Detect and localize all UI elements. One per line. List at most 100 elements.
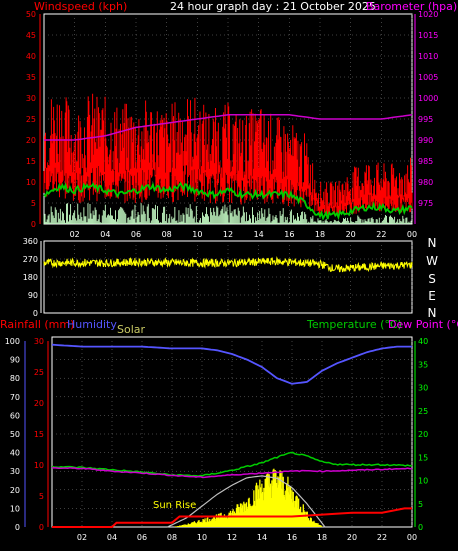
y-tick-label: 15 (34, 430, 44, 439)
wind-direction-trace (43, 256, 413, 273)
y-tick-label: 25 (418, 407, 428, 416)
y-tick-label: 10 (26, 178, 36, 187)
y-tick-label: 20 (418, 430, 428, 439)
y-tick-label: 0 (15, 523, 20, 532)
x-tick-label: 00 (407, 533, 417, 542)
x-tick-label: 08 (167, 533, 177, 542)
direction-panel-grid (44, 241, 413, 313)
y-tick-label: 30 (26, 94, 36, 103)
y-tick-label: 1000 (418, 94, 438, 103)
y-tick-label: 10 (34, 461, 44, 470)
y-tick-label: 30 (10, 467, 20, 476)
y-tick-label: 1005 (418, 73, 438, 82)
y-tick-label: 35 (418, 360, 428, 369)
y-tick-label: 45 (26, 31, 36, 40)
y-tick-label: 995 (418, 115, 433, 124)
y-tick-label: 10 (418, 477, 428, 486)
y-tick-label: 30 (34, 337, 44, 346)
x-tick-label: 02 (77, 533, 87, 542)
gust-line (43, 93, 413, 217)
y-tick-label: 360 (23, 237, 38, 246)
x-tick-label: 00 (407, 230, 417, 239)
y-tick-label: 100 (5, 337, 20, 346)
x-tick-label: 16 (284, 230, 294, 239)
y-tick-label: 80 (10, 374, 20, 383)
y-tick-label: 0 (418, 523, 423, 532)
y-tick-label: 1015 (418, 31, 438, 40)
y-tick-label: 35 (26, 73, 36, 82)
x-tick-label: 20 (347, 533, 357, 542)
temperature-axis-label: Temperature (°C) (306, 318, 402, 331)
rain-panel-ticks: 0102030405060708090100051015202530051015… (5, 337, 428, 542)
solar-label: Solar (117, 323, 146, 336)
x-tick-label: 06 (131, 230, 141, 239)
direction-panel-data (43, 256, 413, 273)
rain-panel-data (51, 343, 413, 528)
y-tick-label: 25 (26, 115, 36, 124)
wind-panel-ticks: 0510152025303540455097598098599099510001… (26, 10, 439, 239)
average-wind-line (43, 181, 413, 221)
y-tick-label: 90 (10, 356, 20, 365)
rainfall-line (52, 507, 412, 528)
dewpoint-line (51, 467, 413, 479)
y-tick-label: 1010 (418, 52, 438, 61)
y-tick-label: 5 (39, 492, 44, 501)
compass-label: N (428, 236, 437, 250)
compass-label: N (428, 306, 437, 320)
barometer-line (44, 114, 413, 141)
humidity-line (51, 343, 412, 385)
compass-label: S (428, 272, 436, 286)
y-tick-label: 40 (10, 449, 20, 458)
y-tick-label: 980 (418, 178, 433, 187)
x-tick-label: 12 (223, 230, 233, 239)
y-tick-label: 0 (33, 309, 38, 318)
x-tick-label: 22 (376, 230, 386, 239)
x-tick-label: 22 (377, 533, 387, 542)
compass-label: W (426, 254, 438, 268)
x-tick-label: 10 (192, 230, 202, 239)
y-tick-label: 50 (26, 10, 36, 19)
y-tick-label: 5 (31, 199, 36, 208)
x-tick-label: 16 (287, 533, 297, 542)
barometer-axis-label: Barometer (hpa) (366, 0, 457, 13)
temperature-line (51, 451, 413, 477)
x-tick-label: 04 (100, 230, 110, 239)
compass-labels: N W S E N (426, 236, 438, 320)
y-tick-label: 60 (10, 411, 20, 420)
sun-curve (167, 475, 326, 528)
y-tick-label: 270 (23, 255, 38, 264)
y-tick-label: 1020 (418, 10, 438, 19)
y-tick-label: 15 (26, 157, 36, 166)
x-tick-label: 10 (197, 533, 207, 542)
x-tick-label: 14 (254, 230, 264, 239)
y-tick-label: 0 (39, 523, 44, 532)
y-tick-label: 975 (418, 199, 433, 208)
x-tick-label: 14 (257, 533, 267, 542)
x-tick-label: 12 (227, 533, 237, 542)
y-tick-label: 10 (10, 504, 20, 513)
y-tick-label: 90 (28, 291, 38, 300)
y-tick-label: 50 (10, 430, 20, 439)
rain-panel-grid (52, 341, 413, 527)
dewpoint-axis-label: Dew Point (°C) (388, 318, 458, 331)
y-tick-label: 20 (34, 399, 44, 408)
x-tick-label: 02 (70, 230, 80, 239)
humidity-axis-label: Humidity (67, 318, 117, 331)
y-tick-label: 25 (34, 368, 44, 377)
graph-title: 24 hour graph day : 21 October 2025 (170, 0, 376, 13)
x-tick-label: 18 (317, 533, 327, 542)
compass-label: E (428, 289, 436, 303)
x-tick-label: 18 (315, 230, 325, 239)
x-tick-label: 08 (162, 230, 172, 239)
sunrise-label: Sun Rise (153, 500, 196, 511)
y-tick-label: 40 (26, 52, 36, 61)
x-tick-label: 20 (346, 230, 356, 239)
wind-panel-data (43, 93, 413, 224)
windspeed-axis-label: Windspeed (kph) (34, 0, 127, 13)
y-tick-label: 40 (418, 337, 428, 346)
rainfall-axis-label: Rainfall (mm) (0, 318, 74, 331)
y-tick-label: 30 (418, 384, 428, 393)
x-tick-label: 06 (137, 533, 147, 542)
y-tick-label: 985 (418, 157, 433, 166)
